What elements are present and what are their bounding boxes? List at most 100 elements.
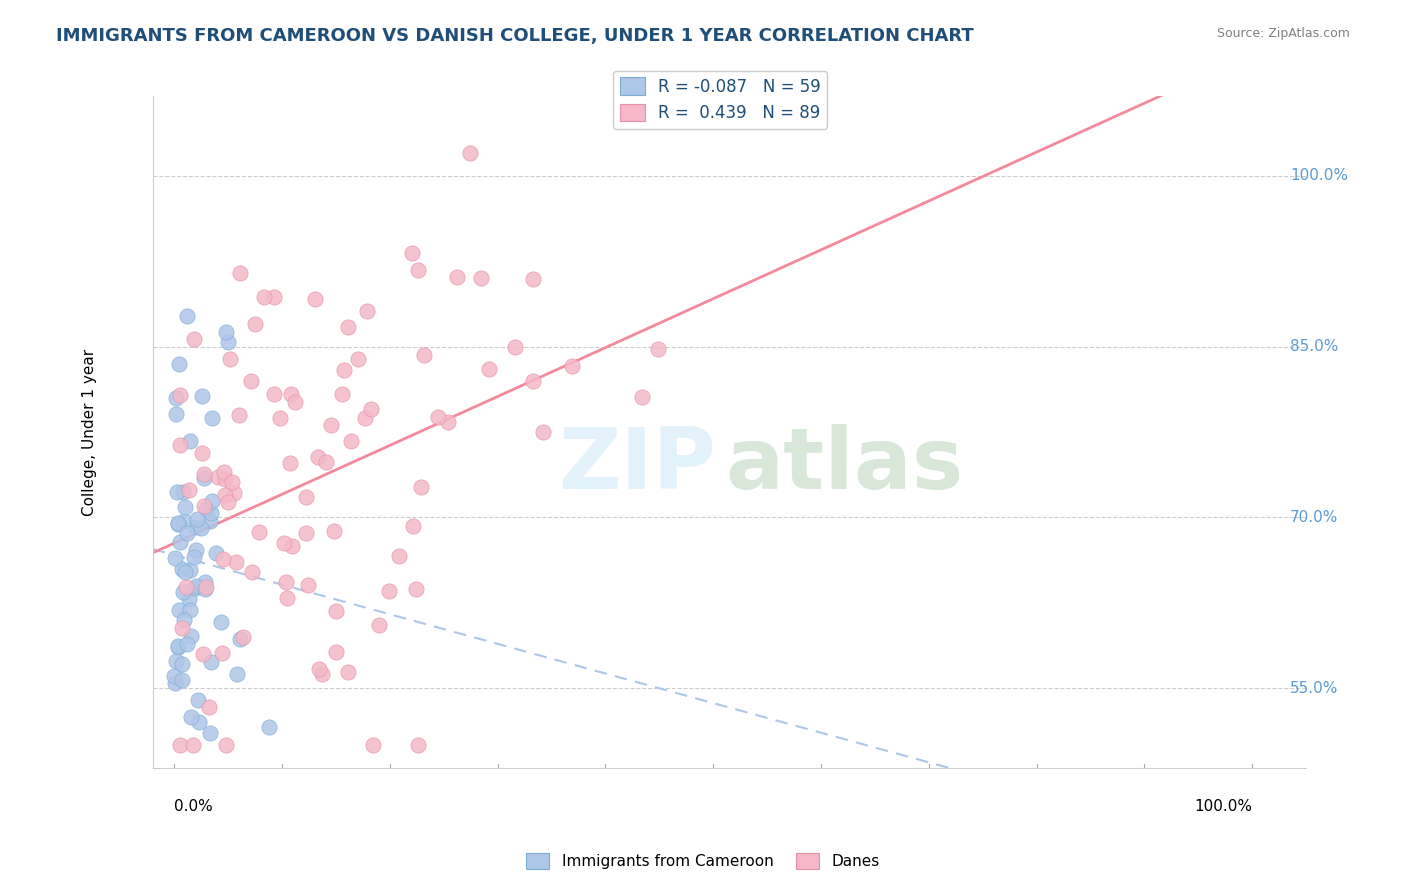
Point bbox=[647, 343, 669, 357]
Point bbox=[170, 673, 193, 687]
Point bbox=[166, 484, 188, 499]
Point bbox=[165, 407, 187, 421]
Point bbox=[191, 446, 214, 460]
Point bbox=[337, 319, 360, 334]
Point bbox=[193, 470, 215, 484]
Point bbox=[179, 434, 201, 449]
Point bbox=[183, 332, 205, 346]
Point bbox=[325, 645, 347, 659]
Point bbox=[406, 262, 429, 277]
Point bbox=[179, 563, 201, 577]
Point bbox=[169, 535, 191, 549]
Point bbox=[333, 363, 356, 377]
Legend: Immigrants from Cameroon, Danes: Immigrants from Cameroon, Danes bbox=[520, 847, 886, 875]
Point bbox=[284, 395, 307, 409]
Point bbox=[315, 455, 337, 469]
Point bbox=[174, 565, 197, 579]
Point bbox=[188, 715, 211, 730]
Point bbox=[176, 525, 198, 540]
Point bbox=[280, 387, 302, 401]
Point bbox=[215, 326, 238, 340]
Point bbox=[228, 266, 250, 280]
Point bbox=[522, 272, 544, 286]
Point bbox=[278, 456, 301, 470]
Point bbox=[179, 603, 201, 617]
Point bbox=[193, 499, 215, 513]
Point bbox=[191, 389, 214, 403]
Text: 0.0%: 0.0% bbox=[174, 799, 214, 814]
Point bbox=[522, 374, 544, 388]
Point bbox=[174, 580, 197, 594]
Point bbox=[166, 516, 188, 530]
Point bbox=[167, 357, 190, 371]
Point bbox=[170, 657, 193, 672]
Text: 55.0%: 55.0% bbox=[1289, 681, 1339, 696]
Point bbox=[405, 582, 427, 596]
Text: atlas: atlas bbox=[725, 424, 965, 508]
Point bbox=[281, 540, 304, 554]
Point bbox=[190, 521, 212, 535]
Point bbox=[169, 739, 191, 753]
Point bbox=[201, 410, 224, 425]
Point bbox=[167, 602, 190, 616]
Point bbox=[221, 475, 243, 490]
Point bbox=[198, 700, 221, 714]
Text: Source: ZipAtlas.com: Source: ZipAtlas.com bbox=[1216, 27, 1350, 40]
Point bbox=[304, 293, 326, 307]
Point bbox=[363, 739, 385, 753]
Text: 85.0%: 85.0% bbox=[1289, 339, 1339, 354]
Point bbox=[531, 425, 554, 439]
Point bbox=[176, 637, 198, 651]
Point bbox=[225, 555, 247, 569]
Point bbox=[273, 535, 295, 549]
Point bbox=[269, 411, 291, 425]
Text: College, Under 1 year: College, Under 1 year bbox=[82, 349, 97, 516]
Point bbox=[215, 739, 238, 753]
Point bbox=[336, 665, 359, 680]
Point bbox=[165, 551, 187, 566]
Point bbox=[211, 646, 233, 660]
Point bbox=[181, 739, 204, 753]
Point bbox=[191, 647, 214, 661]
Point bbox=[356, 303, 378, 318]
Point bbox=[325, 604, 347, 618]
Point bbox=[194, 582, 217, 597]
Point bbox=[437, 415, 460, 429]
Point bbox=[470, 271, 492, 285]
Point bbox=[332, 387, 354, 401]
Point bbox=[167, 517, 190, 532]
Point bbox=[165, 654, 187, 668]
Point bbox=[353, 411, 375, 425]
Point bbox=[200, 506, 222, 520]
Point bbox=[458, 145, 481, 160]
Point bbox=[503, 341, 526, 355]
Point bbox=[217, 335, 239, 350]
Point bbox=[195, 580, 218, 594]
Point bbox=[219, 351, 242, 366]
Point bbox=[214, 488, 236, 502]
Point bbox=[179, 592, 201, 607]
Point bbox=[224, 486, 246, 500]
Point bbox=[446, 270, 468, 285]
Point bbox=[201, 494, 224, 508]
Point bbox=[240, 375, 263, 389]
Point bbox=[295, 491, 318, 505]
Point bbox=[232, 631, 254, 645]
Point bbox=[340, 434, 363, 448]
Point bbox=[311, 666, 333, 681]
Point bbox=[478, 362, 501, 376]
Point bbox=[247, 525, 270, 540]
Point bbox=[172, 484, 194, 499]
Point bbox=[200, 514, 222, 528]
Text: 100.0%: 100.0% bbox=[1289, 168, 1348, 183]
Point bbox=[193, 467, 215, 481]
Point bbox=[180, 629, 202, 643]
Point bbox=[297, 578, 319, 592]
Point bbox=[228, 408, 250, 422]
Text: 100.0%: 100.0% bbox=[1194, 799, 1253, 814]
Point bbox=[211, 552, 233, 566]
Point bbox=[184, 581, 207, 595]
Point bbox=[172, 621, 194, 635]
Point bbox=[176, 309, 198, 323]
Point bbox=[253, 290, 276, 304]
